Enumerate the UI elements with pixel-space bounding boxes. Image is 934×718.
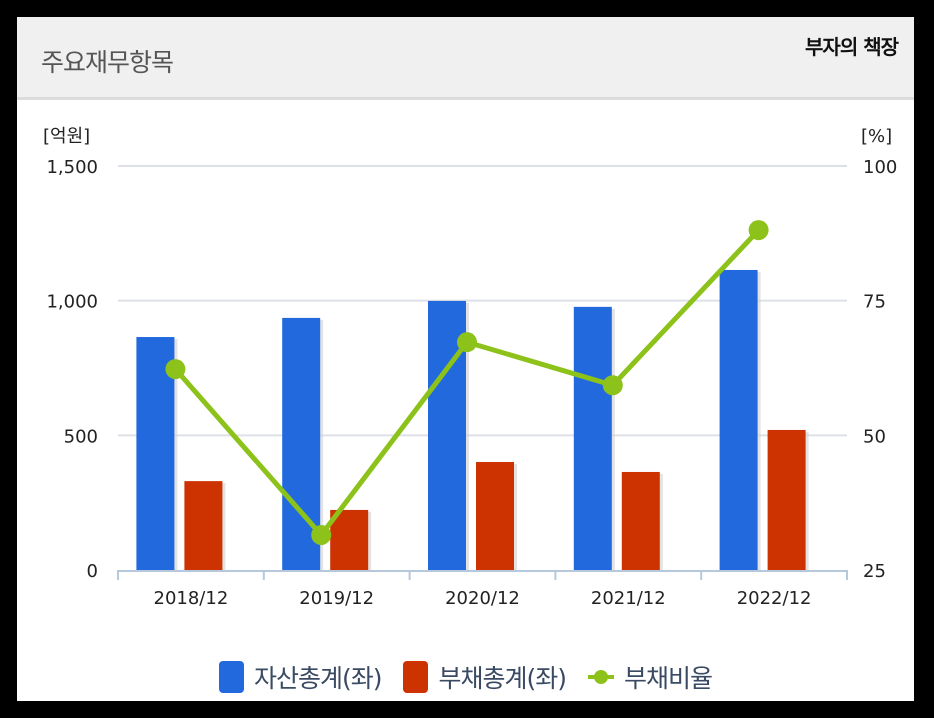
right-axis-tick-label: 25 (863, 561, 886, 582)
left-axis-unit: [억원] (43, 126, 90, 147)
chart-card: 주요재무항목 부자의 책장 [억원] [%] 0 500 1,000 1,500 25… (17, 17, 914, 701)
debt-ratio-point (748, 220, 769, 241)
right-axis-tick-label: 100 (863, 157, 897, 178)
x-axis-label: 2019/12 (299, 588, 374, 609)
combo-chart: [억원] [%] 0 500 1,000 1,500 25 50 75 100 2018/1… (43, 126, 897, 609)
brand-label: 부자의 책장 (805, 35, 899, 59)
liability-bar (184, 481, 223, 570)
debt-ratio-point (602, 375, 623, 396)
bar-series (136, 269, 809, 570)
legend-line-marker-icon (588, 667, 614, 687)
right-axis-tick-label: 50 (863, 426, 886, 447)
chart-header: 주요재무항목 부자의 책장 (17, 17, 914, 100)
left-axis-tick-label: 1,000 (46, 292, 98, 313)
legend-label: 자산총계(좌) (253, 664, 383, 693)
liability-bar (476, 461, 514, 570)
legend-item[interactable]: 부채총계(좌) (403, 659, 567, 695)
x-axis-label: 2021/12 (591, 588, 666, 609)
asset-bar (573, 306, 612, 570)
liability-bar (621, 471, 660, 570)
legend-item[interactable]: 부채비율 (588, 659, 713, 695)
x-axis-label: 2022/12 (737, 588, 812, 609)
legend: 자산총계(좌) 부채총계(좌) 부채비율 (17, 653, 914, 701)
debt-ratio-point (165, 359, 186, 380)
line-series (165, 220, 769, 545)
debt-ratio-point (311, 524, 332, 545)
x-axis: 2018/12 2019/12 2020/12 2021/12 2022/12 (117, 570, 848, 609)
left-axis-ticks: 0 500 1,000 1,500 (46, 157, 98, 582)
liability-bar (767, 429, 806, 570)
legend-label: 부채비율 (624, 664, 713, 693)
left-axis-tick-label: 0 (87, 561, 98, 582)
debt-ratio-point (457, 332, 477, 353)
legend-item[interactable]: 자산총계(좌) (218, 659, 383, 695)
left-axis-tick-label: 1,500 (46, 157, 98, 178)
right-axis-tick-label: 75 (863, 292, 886, 313)
left-axis-tick-label: 500 (64, 426, 98, 447)
legend-swatch-icon (218, 661, 244, 693)
right-axis-ticks: 25 50 75 100 (863, 157, 897, 582)
liability-bar (330, 509, 369, 570)
asset-bar (719, 269, 758, 570)
right-axis-unit: [%] (861, 126, 892, 147)
x-axis-label: 2018/12 (154, 588, 229, 609)
x-axis-label: 2020/12 (445, 588, 520, 609)
legend-label: 부채총계(좌) (438, 664, 567, 693)
chart-title: 주요재무항목 (41, 48, 174, 77)
legend-swatch-icon (403, 661, 429, 693)
